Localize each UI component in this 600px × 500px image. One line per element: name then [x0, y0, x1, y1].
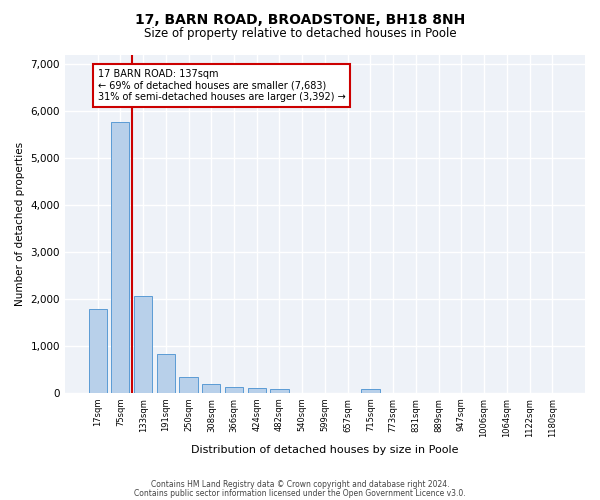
Bar: [179, 377, 197, 393]
Bar: [157, 354, 175, 393]
Bar: [248, 388, 266, 393]
Bar: [89, 310, 107, 393]
Text: Contains public sector information licensed under the Open Government Licence v3: Contains public sector information licen…: [134, 488, 466, 498]
Text: 17, BARN ROAD, BROADSTONE, BH18 8NH: 17, BARN ROAD, BROADSTONE, BH18 8NH: [135, 12, 465, 26]
Text: Contains HM Land Registry data © Crown copyright and database right 2024.: Contains HM Land Registry data © Crown c…: [151, 480, 449, 489]
Bar: [134, 296, 152, 393]
X-axis label: Distribution of detached houses by size in Poole: Distribution of detached houses by size …: [191, 445, 459, 455]
Text: 17 BARN ROAD: 137sqm
← 69% of detached houses are smaller (7,683)
31% of semi-de: 17 BARN ROAD: 137sqm ← 69% of detached h…: [98, 69, 346, 102]
Bar: [225, 387, 243, 393]
Bar: [202, 384, 220, 393]
Bar: [111, 122, 130, 393]
Bar: [271, 388, 289, 393]
Text: Size of property relative to detached houses in Poole: Size of property relative to detached ho…: [143, 28, 457, 40]
Y-axis label: Number of detached properties: Number of detached properties: [15, 142, 25, 306]
Bar: [361, 388, 380, 393]
